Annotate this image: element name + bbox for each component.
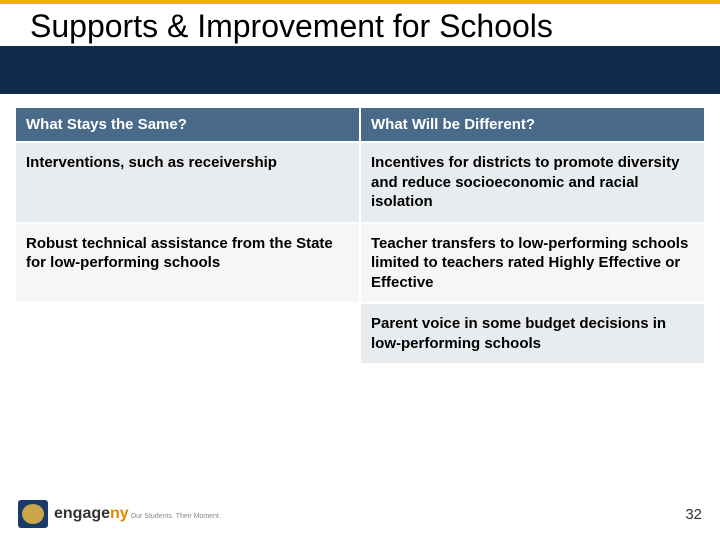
footer: engageny Our Students. Their Moment. 32: [18, 500, 702, 528]
logo-tagline: Our Students. Their Moment.: [131, 513, 221, 520]
comparison-table: What Stays the Same? What Will be Differ…: [14, 106, 706, 365]
nysed-seal-icon: [18, 500, 48, 528]
cell-different: Parent voice in some budget decisions in…: [361, 304, 704, 363]
cell-different: Teacher transfers to low-performing scho…: [361, 224, 704, 303]
table-row: Parent voice in some budget decisions in…: [16, 304, 704, 363]
logo-text-ny: ny: [110, 505, 129, 523]
column-header-different: What Will be Different?: [361, 108, 704, 141]
cell-different: Incentives for districts to promote dive…: [361, 143, 704, 222]
column-header-same: What Stays the Same?: [16, 108, 359, 141]
logo-text-engage: engage: [54, 505, 110, 523]
logo-group: engageny Our Students. Their Moment.: [18, 500, 221, 528]
slide-title: Supports & Improvement for Schools: [30, 8, 553, 45]
comparison-table-area: What Stays the Same? What Will be Differ…: [0, 94, 720, 365]
engageny-logo: engageny Our Students. Their Moment.: [54, 505, 221, 523]
page-number: 32: [685, 506, 702, 523]
table-row: Robust technical assistance from the Sta…: [16, 224, 704, 303]
cell-same: Interventions, such as receivership: [16, 143, 359, 222]
cell-same-empty: [16, 304, 359, 363]
cell-same: Robust technical assistance from the Sta…: [16, 224, 359, 303]
title-region: Supports & Improvement for Schools: [0, 4, 720, 94]
table-row: Interventions, such as receivership Ince…: [16, 143, 704, 222]
